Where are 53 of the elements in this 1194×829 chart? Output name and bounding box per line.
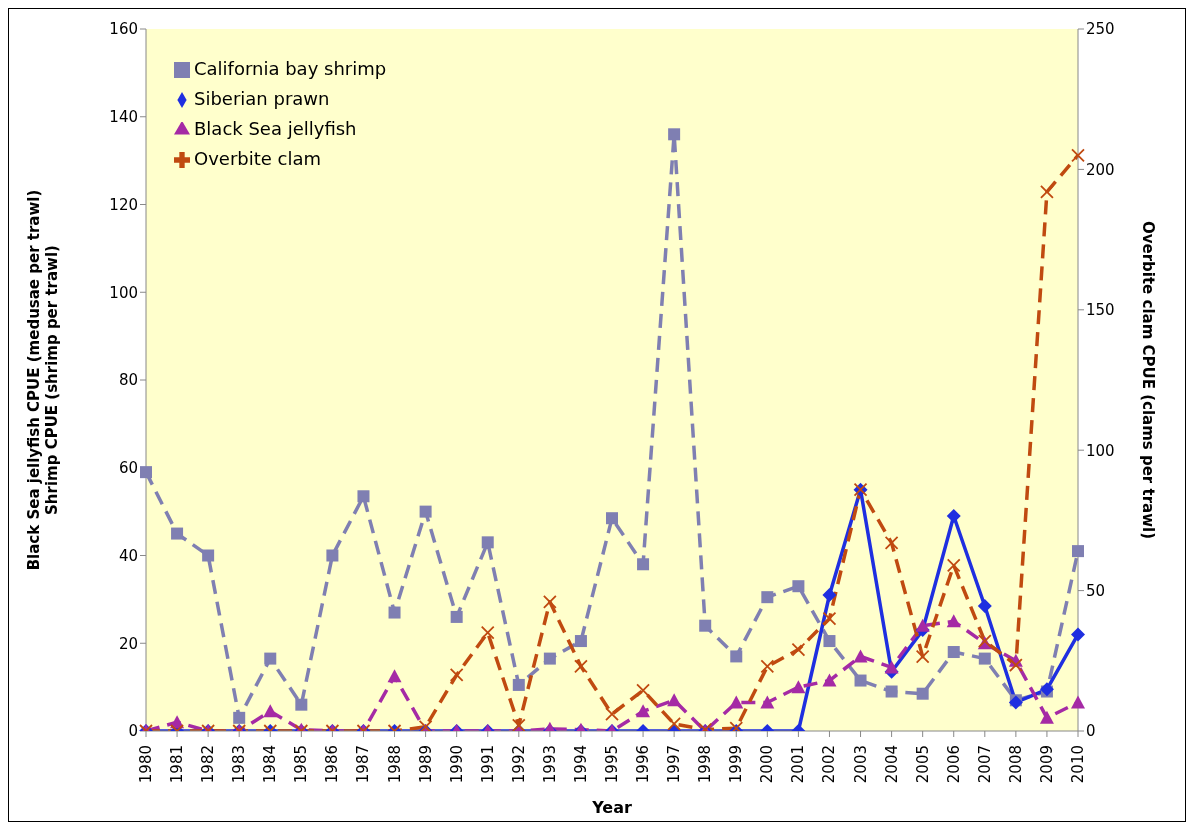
x-tick-label: 1980 [137,745,155,784]
y-tick-label: 60 [118,459,138,478]
x-tick-label: 2001 [789,745,808,784]
y2-tick-label: 0 [1086,722,1096,741]
x-tick-label: 1993 [540,745,559,784]
y-tick-label: 100 [109,283,138,302]
y2-tick-label: 50 [1086,581,1106,600]
y-tick-label: 160 [109,20,138,39]
x-tick-label: 2008 [1006,745,1025,784]
x-tick-label: 2004 [882,745,901,784]
x-tick-label: 1999 [727,745,746,784]
y-tick-label: 40 [118,546,138,565]
x-tick-label: 2002 [820,745,839,784]
x-tick-label: 1998 [696,745,715,784]
x-tick-label: 1982 [199,745,218,784]
x-axis-title: Year [591,798,632,817]
x-tick-label: 2006 [944,745,963,784]
y2-tick-label: 100 [1086,441,1115,460]
x-tick-label: 1981 [168,745,187,784]
x-tick-label: 2007 [975,745,994,784]
x-tick-label: 1992 [509,745,528,784]
x-tick-label: 1986 [323,745,342,784]
y-tick-label: 0 [128,722,138,741]
x-tick-label: 1994 [571,745,590,784]
x-tick-label: 1989 [416,745,435,784]
x-tick-label: 1995 [603,745,621,784]
y2-tick-label: 250 [1086,20,1115,39]
y2-axis-title: Overbite clam CPUE (clams per trawl) [1139,220,1157,540]
y2-tick-label: 200 [1086,160,1115,179]
x-tick-label: 2010 [1069,745,1087,784]
legend-label: Overbite clam [194,148,322,169]
y-tick-label: 120 [109,195,138,214]
y-tick-label: 80 [118,371,138,390]
y2-tick-label: 150 [1086,301,1115,320]
y-tick-label: 140 [109,108,138,127]
x-tick-label: 1985 [292,745,311,784]
x-tick-label: 1988 [385,745,404,784]
x-tick-label: 1984 [261,745,280,784]
x-tick-label: 1983 [230,745,249,784]
x-tick-label: 1990 [447,745,466,784]
x-tick-label: 2009 [1037,745,1056,784]
x-tick-label: 1996 [634,745,653,784]
legend-label: Siberian prawn [194,88,330,109]
y-axis-title: Black Sea jellyfish CPUE (medusae per trawl) Shrimp CPUE (shrimp per trawl) [25,189,61,571]
y-tick-label: 20 [118,634,138,653]
x-tick-label: 1987 [354,745,373,784]
x-tick-label: 1991 [478,745,497,784]
x-tick-label: 1997 [665,745,684,784]
legend-label: California bay shrimp [194,58,387,79]
x-tick-label: 2003 [851,745,870,784]
x-tick-label: 2000 [758,745,777,784]
legend-label: Black Sea jellyfish [194,118,357,139]
x-tick-label: 2005 [913,745,932,784]
